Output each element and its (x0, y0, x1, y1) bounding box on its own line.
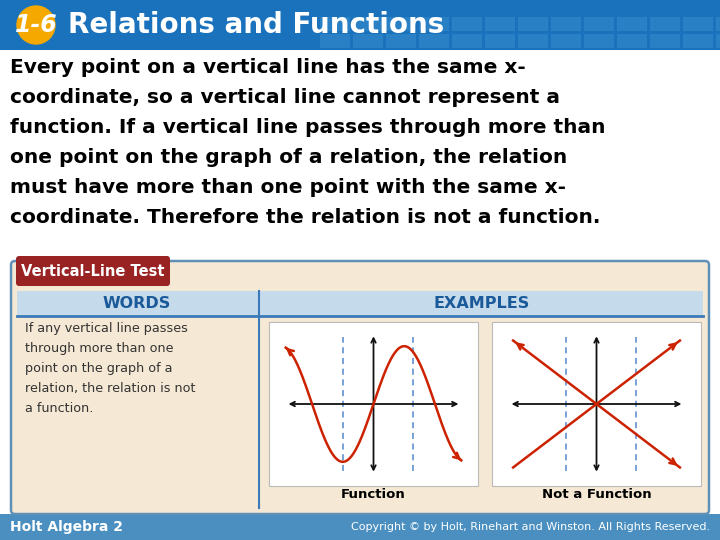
FancyBboxPatch shape (353, 34, 383, 48)
FancyBboxPatch shape (16, 256, 170, 286)
FancyBboxPatch shape (485, 17, 515, 31)
FancyBboxPatch shape (419, 17, 449, 31)
FancyBboxPatch shape (0, 514, 720, 540)
FancyBboxPatch shape (683, 17, 713, 31)
FancyBboxPatch shape (617, 17, 647, 31)
Text: function. If a vertical line passes through more than: function. If a vertical line passes thro… (10, 118, 606, 137)
Text: one point on the graph of a relation, the relation: one point on the graph of a relation, th… (10, 148, 567, 167)
FancyBboxPatch shape (386, 17, 416, 31)
FancyBboxPatch shape (452, 17, 482, 31)
FancyBboxPatch shape (485, 34, 515, 48)
FancyBboxPatch shape (650, 17, 680, 31)
Text: Relations and Functions: Relations and Functions (68, 11, 444, 39)
Text: If any vertical line passes
through more than one
point on the graph of a
relati: If any vertical line passes through more… (25, 322, 196, 415)
FancyBboxPatch shape (650, 34, 680, 48)
Text: Function: Function (341, 488, 406, 501)
Circle shape (17, 6, 55, 44)
FancyBboxPatch shape (259, 291, 703, 315)
Text: Every point on a vertical line has the same x-: Every point on a vertical line has the s… (10, 58, 526, 77)
FancyBboxPatch shape (617, 34, 647, 48)
FancyBboxPatch shape (584, 34, 614, 48)
Text: WORDS: WORDS (103, 295, 171, 310)
FancyBboxPatch shape (11, 261, 709, 514)
Text: Copyright © by Holt, Rinehart and Winston. All Rights Reserved.: Copyright © by Holt, Rinehart and Winsto… (351, 522, 710, 532)
FancyBboxPatch shape (551, 17, 581, 31)
Text: coordinate. Therefore the relation is not a function.: coordinate. Therefore the relation is no… (10, 208, 600, 227)
FancyBboxPatch shape (716, 17, 720, 31)
Text: must have more than one point with the same x-: must have more than one point with the s… (10, 178, 566, 197)
FancyBboxPatch shape (269, 322, 478, 486)
FancyBboxPatch shape (584, 17, 614, 31)
FancyBboxPatch shape (492, 322, 701, 486)
Text: Vertical-Line Test: Vertical-Line Test (22, 264, 165, 279)
Text: EXAMPLES: EXAMPLES (434, 295, 530, 310)
FancyBboxPatch shape (452, 34, 482, 48)
FancyBboxPatch shape (518, 34, 548, 48)
FancyBboxPatch shape (551, 34, 581, 48)
FancyBboxPatch shape (419, 34, 449, 48)
Text: 1-6: 1-6 (14, 13, 58, 37)
FancyBboxPatch shape (17, 291, 259, 315)
FancyBboxPatch shape (320, 34, 350, 48)
Text: Holt Algebra 2: Holt Algebra 2 (10, 520, 123, 534)
FancyBboxPatch shape (683, 34, 713, 48)
FancyBboxPatch shape (320, 17, 350, 31)
FancyBboxPatch shape (0, 0, 720, 50)
FancyBboxPatch shape (716, 34, 720, 48)
FancyBboxPatch shape (353, 17, 383, 31)
FancyBboxPatch shape (518, 17, 548, 31)
Text: Not a Function: Not a Function (541, 488, 652, 501)
FancyBboxPatch shape (386, 34, 416, 48)
Text: coordinate, so a vertical line cannot represent a: coordinate, so a vertical line cannot re… (10, 88, 560, 107)
